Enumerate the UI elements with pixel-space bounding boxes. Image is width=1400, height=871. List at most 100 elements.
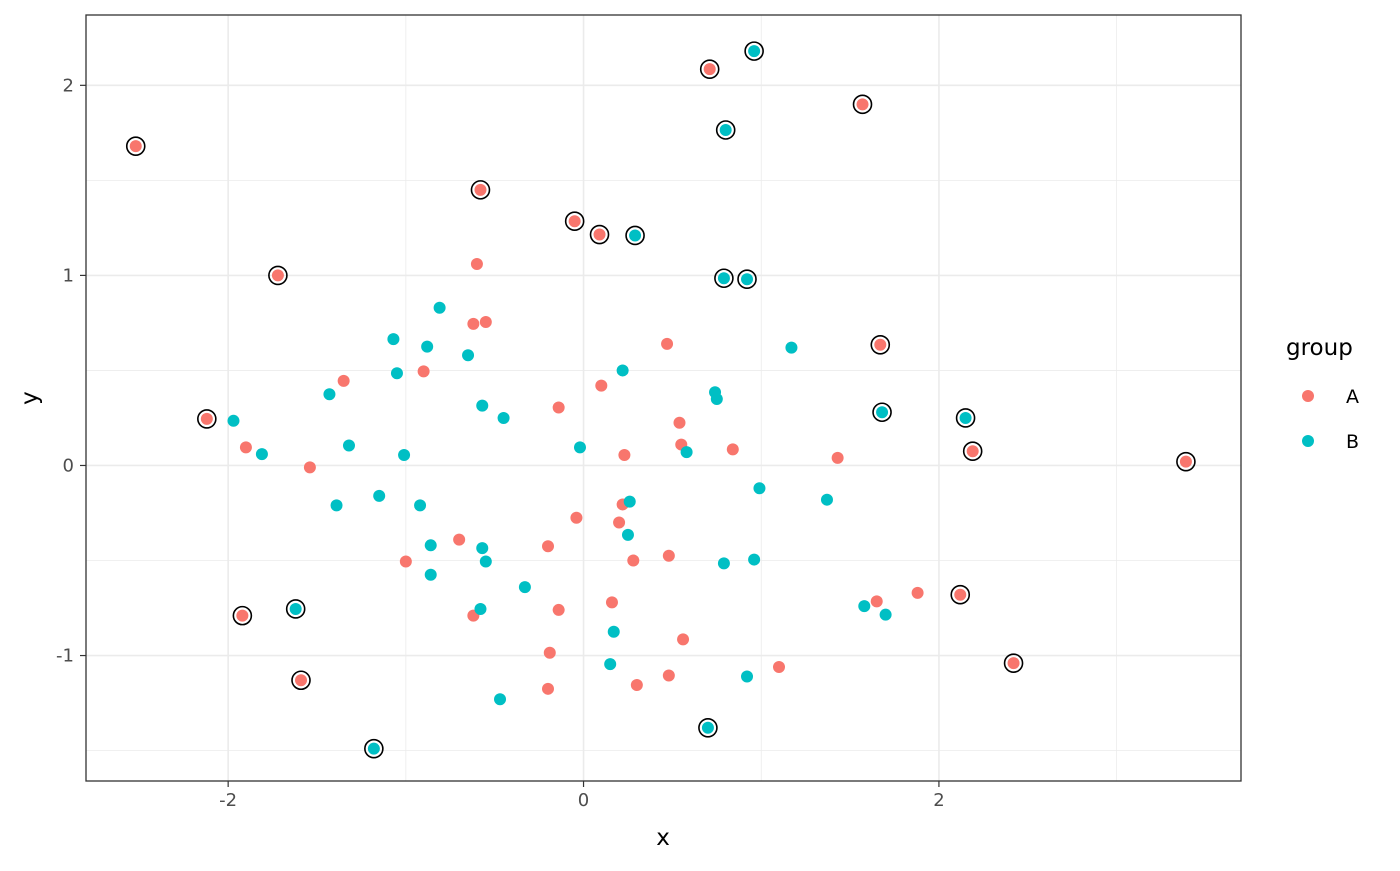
legend-key-a — [1302, 390, 1314, 402]
highlight-ring-group-a — [962, 441, 983, 462]
point-group-a — [236, 609, 249, 622]
point-group-a — [399, 555, 412, 568]
legend-key-b — [1302, 435, 1314, 447]
point-group-b — [748, 553, 761, 566]
highlight-ring-group-a — [1176, 451, 1196, 472]
point-group-b — [820, 493, 833, 506]
x-axis-title: x — [656, 825, 670, 851]
point-group-b — [629, 229, 642, 242]
highlight-ring-group-b — [955, 408, 976, 428]
highlight-ring-group-b — [872, 402, 892, 423]
y-tick-label: 2 — [63, 75, 74, 96]
point-group-a — [677, 633, 690, 646]
y-axis-ticks: -1 0 1 2 — [56, 75, 86, 667]
point-group-b — [623, 495, 636, 508]
point-group-b — [474, 602, 487, 615]
point-group-b — [753, 482, 766, 495]
point-group-b — [858, 600, 871, 613]
point-group-b — [607, 625, 620, 638]
x-axis-ticks: -2 0 2 — [219, 781, 945, 811]
highlight-ring-group-a — [852, 94, 873, 115]
point-group-a — [453, 533, 466, 546]
point-group-a — [239, 441, 252, 454]
point-group-a — [543, 646, 556, 659]
highlight-ring-group-b — [625, 225, 645, 246]
highlight-ring-group-a — [291, 670, 311, 691]
point-group-b — [785, 341, 798, 354]
point-group-b — [717, 272, 730, 285]
point-group-a — [773, 660, 785, 673]
point-group-b — [710, 392, 723, 405]
point-group-a — [966, 445, 979, 458]
point-group-b — [342, 439, 355, 452]
point-group-a — [831, 451, 844, 464]
point-group-a — [661, 337, 674, 350]
point-group-a — [593, 228, 606, 241]
legend-title: group — [1286, 335, 1353, 361]
point-group-b — [323, 388, 336, 401]
point-group-b — [373, 489, 386, 502]
x-tick-label: -2 — [219, 790, 237, 811]
point-group-a — [703, 63, 716, 76]
point-group-a — [856, 98, 869, 111]
point-group-a — [627, 554, 640, 567]
highlight-ring-group-a — [950, 584, 971, 605]
point-group-a — [870, 595, 883, 608]
point-group-b — [289, 602, 302, 615]
highlight-ring-group-a — [268, 265, 288, 286]
point-group-a — [542, 540, 554, 553]
point-group-a — [662, 669, 675, 682]
point-group-b — [741, 273, 754, 286]
point-group-a — [673, 416, 686, 429]
point-group-a — [570, 511, 583, 524]
legend-item-a: A — [1302, 386, 1359, 408]
point-group-a — [605, 596, 618, 609]
point-group-b — [424, 568, 437, 581]
point-group-a — [954, 588, 967, 601]
point-group-b — [616, 364, 629, 377]
point-group-a — [467, 317, 480, 330]
point-group-b — [390, 367, 403, 380]
point-group-b — [497, 411, 510, 424]
point-group-a — [874, 338, 887, 351]
point-group-a — [568, 215, 581, 228]
point-group-b — [741, 670, 754, 683]
legend: group A B — [1286, 335, 1359, 453]
x-tick-label: 2 — [933, 790, 944, 811]
point-group-a — [1179, 455, 1192, 468]
point-group-b — [476, 399, 489, 412]
point-group-b — [494, 693, 507, 706]
point-group-b — [879, 608, 892, 621]
highlight-ring-group-b — [744, 41, 764, 61]
plot-border — [85, 14, 1242, 782]
point-group-b — [424, 539, 437, 552]
point-group-b — [876, 406, 889, 419]
point-group-a — [271, 269, 284, 282]
point-group-a — [470, 257, 483, 270]
point-group-b — [387, 333, 400, 346]
y-tick-label: 1 — [63, 265, 74, 286]
point-group-b — [701, 721, 714, 734]
point-group-a — [542, 682, 554, 695]
point-group-b — [621, 528, 634, 541]
highlight-ring-group-a — [699, 59, 720, 79]
y-tick-label: 0 — [63, 455, 74, 476]
highlight-ring-group-b — [285, 599, 306, 619]
point-group-b — [255, 448, 268, 461]
legend-item-b: B — [1302, 431, 1359, 453]
highlight-ring-group-b — [737, 269, 757, 290]
major-gridlines — [86, 15, 1241, 781]
point-group-b — [518, 581, 531, 594]
point-group-b — [959, 411, 972, 424]
point-group-a — [295, 674, 308, 687]
point-group-b — [604, 658, 617, 671]
point-group-b — [717, 557, 730, 570]
y-axis-title: y — [17, 391, 43, 405]
highlight-ring-group-a — [589, 224, 610, 245]
point-group-b — [680, 446, 693, 459]
point-group-a — [474, 183, 487, 196]
point-group-b — [479, 555, 492, 568]
legend-label-a: A — [1346, 386, 1359, 408]
point-group-b — [433, 301, 446, 314]
point-group-b — [330, 499, 343, 512]
